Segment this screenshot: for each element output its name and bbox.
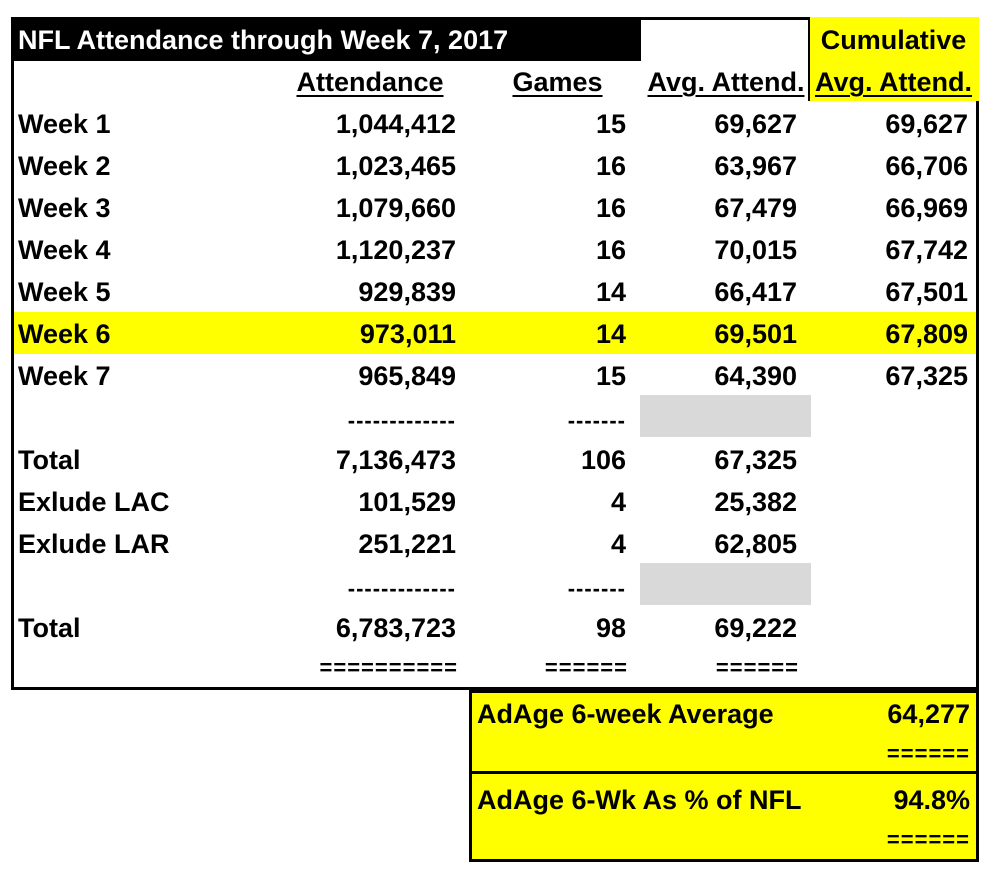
row-games: 14 — [595, 319, 626, 349]
row-avg: 63,967 — [714, 151, 797, 181]
week6-highlight — [14, 312, 976, 354]
row-avg: 67,479 — [714, 193, 797, 223]
total-games: 106 — [580, 445, 626, 475]
total-games: 98 — [595, 613, 626, 643]
separator-dashes: ------------- — [347, 576, 456, 601]
exclude-lac-attendance: 101,529 — [358, 487, 456, 517]
adage-percent-value: 94.8% — [893, 785, 970, 815]
row-games: 16 — [595, 193, 626, 223]
row-attendance: 1,023,465 — [335, 151, 456, 181]
double-rule: ========== — [319, 655, 458, 680]
row-avg: 64,390 — [714, 361, 797, 391]
adage-average-box — [469, 690, 979, 774]
row-attendance: 973,011 — [359, 319, 456, 349]
header-attendance: Attendance — [296, 67, 444, 97]
row-attendance: 1,044,412 — [335, 109, 456, 139]
row-cum-avg: 67,325 — [885, 361, 968, 391]
header-cumulative: Cumulative — [820, 25, 967, 55]
header-cum-avg-attend: Avg. Attend. — [815, 67, 972, 97]
exclude-lar-avg: 62,805 — [714, 529, 797, 559]
row-cum-avg: 67,501 — [885, 277, 968, 307]
row-attendance: 929,839 — [358, 277, 456, 307]
row-label: Week 4 — [18, 235, 111, 265]
adage-percent-label: AdAge 6-Wk As % of NFL — [477, 785, 802, 815]
adage-percent-box — [469, 774, 979, 862]
row-label: Week 6 — [18, 319, 111, 349]
separator-dashes: ------- — [567, 408, 626, 433]
double-rule: ====== — [886, 741, 970, 766]
row-games: 16 — [595, 235, 626, 265]
gray-cell — [640, 395, 811, 437]
exclude-lac-label: Exlude LAC — [18, 487, 170, 517]
total-label: Total — [18, 445, 81, 475]
row-cum-avg: 67,742 — [885, 235, 968, 265]
separator-dashes: ------------- — [347, 408, 456, 433]
row-attendance: 1,120,237 — [335, 235, 456, 265]
gray-cell — [640, 563, 811, 605]
row-label: Week 3 — [18, 193, 111, 223]
adage-average-value: 64,277 — [887, 699, 970, 729]
exclude-lar-attendance: 251,221 — [358, 529, 456, 559]
row-label: Week 5 — [18, 277, 111, 307]
adage-average-label: AdAge 6-week Average — [477, 699, 774, 729]
double-rule: ====== — [715, 655, 799, 680]
row-label: Week 1 — [18, 109, 111, 139]
page-title: NFL Attendance through Week 7, 2017 — [18, 25, 509, 55]
exclude-lac-games: 4 — [610, 487, 626, 517]
header-avg-attend: Avg. Attend. — [647, 67, 805, 97]
double-rule: ====== — [544, 655, 628, 680]
total-label: Total — [18, 613, 81, 643]
row-games: 14 — [595, 277, 626, 307]
row-label: Week 2 — [18, 151, 111, 181]
row-avg: 70,015 — [714, 235, 797, 265]
total-attendance: 7,136,473 — [335, 445, 456, 475]
separator-dashes: ------- — [567, 576, 626, 601]
row-attendance: 1,079,660 — [335, 193, 456, 223]
cumulative-header-highlight — [808, 17, 979, 101]
row-cum-avg: 69,627 — [885, 109, 968, 139]
exclude-lar-label: Exlude LAR — [18, 529, 170, 559]
row-label: Week 7 — [18, 361, 111, 391]
row-games: 15 — [595, 361, 626, 391]
row-cum-avg: 66,706 — [885, 151, 968, 181]
row-attendance: 965,849 — [358, 361, 456, 391]
exclude-lar-games: 4 — [610, 529, 626, 559]
total-attendance: 6,783,723 — [335, 613, 456, 643]
row-avg: 66,417 — [714, 277, 797, 307]
header-games: Games — [512, 67, 603, 97]
row-games: 16 — [595, 151, 626, 181]
row-cum-avg: 66,969 — [885, 193, 968, 223]
row-avg: 69,627 — [714, 109, 797, 139]
row-cum-avg: 67,809 — [885, 319, 968, 349]
total-avg: 69,222 — [714, 613, 797, 643]
row-games: 15 — [595, 109, 626, 139]
title-bar — [11, 17, 641, 61]
total-avg: 67,325 — [714, 445, 797, 475]
exclude-lac-avg: 25,382 — [714, 487, 797, 517]
double-rule: ====== — [886, 827, 970, 852]
row-avg: 69,501 — [714, 319, 797, 349]
